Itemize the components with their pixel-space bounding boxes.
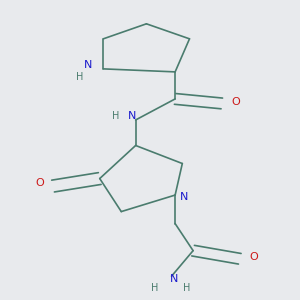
Text: N: N	[170, 274, 178, 284]
Text: O: O	[35, 178, 44, 188]
Text: O: O	[249, 252, 258, 262]
Text: N: N	[180, 192, 188, 202]
Text: H: H	[112, 111, 120, 121]
Text: H: H	[151, 283, 158, 293]
Text: O: O	[231, 97, 240, 107]
Text: H: H	[76, 72, 84, 82]
Text: H: H	[183, 283, 190, 293]
Text: N: N	[84, 60, 92, 70]
Text: N: N	[128, 111, 136, 121]
